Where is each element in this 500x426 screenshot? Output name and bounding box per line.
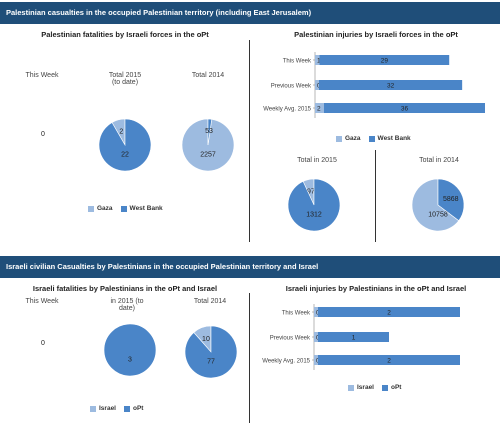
pal-inj-bars-bar-gaza-2 (315, 103, 324, 113)
legend-swatch-gaza (336, 135, 342, 142)
pal-inj-bars-bar-west-bank-2 (323, 103, 485, 113)
pal-inj-bars-tick-2: Weekly Avg. 2015 (263, 107, 311, 113)
legend-label-opt: oPt (133, 405, 144, 412)
pal-fatalities-title: Palestinian fatalities by Israeli forces… (41, 30, 209, 39)
pal-inj-bars-label-gaza-2: 2 (317, 106, 321, 113)
pal-fat-2015-slice-west-bank-label: 22 (121, 152, 129, 159)
pal-inj-2015-slice-gaza-label: 97 (307, 189, 315, 196)
pal-inj-bars-label-west-bank-1: 32 (387, 83, 395, 90)
pal-fat-2014-label: Total 2014 (191, 72, 225, 79)
pal-fat-2015-slice-gaza-label: 2 (119, 129, 123, 136)
pal-fat-legend: Gaza West Bank (80, 205, 163, 212)
legend-label-westbank: West Bank (129, 205, 163, 212)
pal-fat-2014-slice-gaza-label: 2257 (200, 152, 216, 159)
pal-inj-2015-slice-west-bank (287, 178, 341, 232)
pal-inj-2015-label: Total in 2015 (297, 157, 337, 164)
isr-fat-2015-label: in 2015 (to date) (110, 298, 144, 312)
pal-inj-bars-label-gaza-0: 1 (317, 58, 321, 65)
pal-inj-2015-slice-west-bank-label: 1312 (306, 212, 322, 219)
legend-label-westbank: West Bank (377, 135, 411, 142)
isr-inj-bars-bar-opt-0 (318, 307, 460, 317)
section1-sub-divider (375, 150, 376, 242)
isr-fat-2014-slice-opt-label: 77 (207, 359, 215, 366)
legend-swatch-opt (382, 384, 388, 391)
legend-swatch-israel (348, 384, 354, 391)
pal-inj-2014-slice-west-bank (437, 178, 465, 222)
isr-fat-2015-slice-opt-label: 3 (128, 357, 132, 364)
pal-inj-bars-label-west-bank-2: 36 (401, 106, 409, 113)
pal-fat-this-week-label: This Week (25, 72, 59, 79)
isr-injuries-title: Israeli injuries by Palestinians in the … (285, 284, 467, 293)
legend-label-israel: Israel (357, 384, 374, 391)
legend-swatch-westbank (368, 135, 375, 142)
section1-divider (249, 40, 250, 242)
isr-inj-bars-tick-1: Previous Week (270, 336, 311, 342)
pal-inj-2014-slice-gaza-label: 10758 (428, 212, 448, 219)
isr-fat-2014-slice-israel-label: 10 (202, 336, 210, 343)
isr-inj-bars-bar-opt-1 (318, 332, 389, 342)
isr-inj-bars-tick-2: Weekly Avg. 2015 (262, 359, 310, 365)
isr-inj-bars-bar-israel-0 (314, 307, 318, 317)
isr-fatalities-title: Israeli fatalities by Palestinians in th… (32, 284, 218, 293)
pal-inj-2014-slice-west-bank-label: 5868 (443, 196, 459, 203)
isr-inj-bars-label-opt-2: 2 (387, 358, 391, 365)
isr-inj-bars-label-opt-0: 2 (387, 310, 391, 317)
pal-fat-2015-label: Total 2015 (to date) (108, 72, 142, 86)
pal-fat-2015-slice-west-bank (98, 118, 152, 172)
pal-fat-2014-slice-west-bank-label: 53 (205, 128, 213, 135)
pal-injuries-title: Palestinian injuries by Israeli forces i… (294, 30, 458, 39)
isr-inj-bars-bar-israel-1 (314, 332, 318, 342)
legend-label-opt: oPt (391, 384, 402, 391)
legend-label-gaza: Gaza (97, 205, 113, 212)
pal-inj-bars-label-west-bank-0: 29 (381, 58, 389, 65)
pal-fat-2014-slice-west-bank (207, 118, 213, 146)
pal-inj-2014-slice-gaza (411, 178, 460, 232)
isr-fat-2014-label: Total 2014 (193, 298, 227, 305)
pal-inj-bars-bar-west-bank-1 (319, 80, 463, 90)
legend-swatch-israel (90, 405, 96, 412)
legend-swatch-opt (124, 405, 130, 412)
isr-fat-this-week-value: 0 (41, 340, 45, 347)
isr-fat-2015-slice-opt (103, 323, 157, 377)
pal-inj-bars-bar-west-bank-0 (319, 55, 450, 65)
pal-fat-this-week-value: 0 (41, 131, 45, 138)
isr-fat-legend: Israel oPt (82, 405, 143, 412)
pal-inj-bars-bar-gaza-0 (315, 55, 320, 65)
pal-inj-bars-tick-0: This Week (283, 59, 312, 65)
legend-swatch-gaza (88, 205, 94, 212)
section2-divider (249, 293, 250, 423)
isr-inj-bars-tick-0: This Week (282, 311, 311, 317)
isr-fat-2014-slice-opt (184, 325, 238, 379)
section2-banner: Israeli civilian Casualties by Palestini… (0, 256, 500, 278)
legend-swatch-westbank (120, 205, 127, 212)
legend-label-gaza: Gaza (345, 135, 361, 142)
isr-inj-bars-bar-opt-2 (318, 355, 460, 365)
pal-inj-legend: Gaza West Bank (328, 135, 411, 142)
pal-inj-bars-bar-gaza-1 (315, 80, 319, 90)
isr-inj-bars-label-opt-1: 1 (352, 335, 356, 342)
section1-banner: Palestinian casualties in the occupied P… (0, 2, 500, 24)
legend-label-israel: Israel (99, 405, 116, 412)
isr-fat-this-week-label: This Week (25, 298, 59, 305)
pal-inj-2014-label: Total in 2014 (419, 157, 459, 164)
isr-inj-bars-bar-israel-2 (314, 355, 318, 365)
pal-inj-bars-tick-1: Previous Week (271, 84, 312, 90)
isr-inj-legend: Israel oPt (340, 384, 401, 391)
